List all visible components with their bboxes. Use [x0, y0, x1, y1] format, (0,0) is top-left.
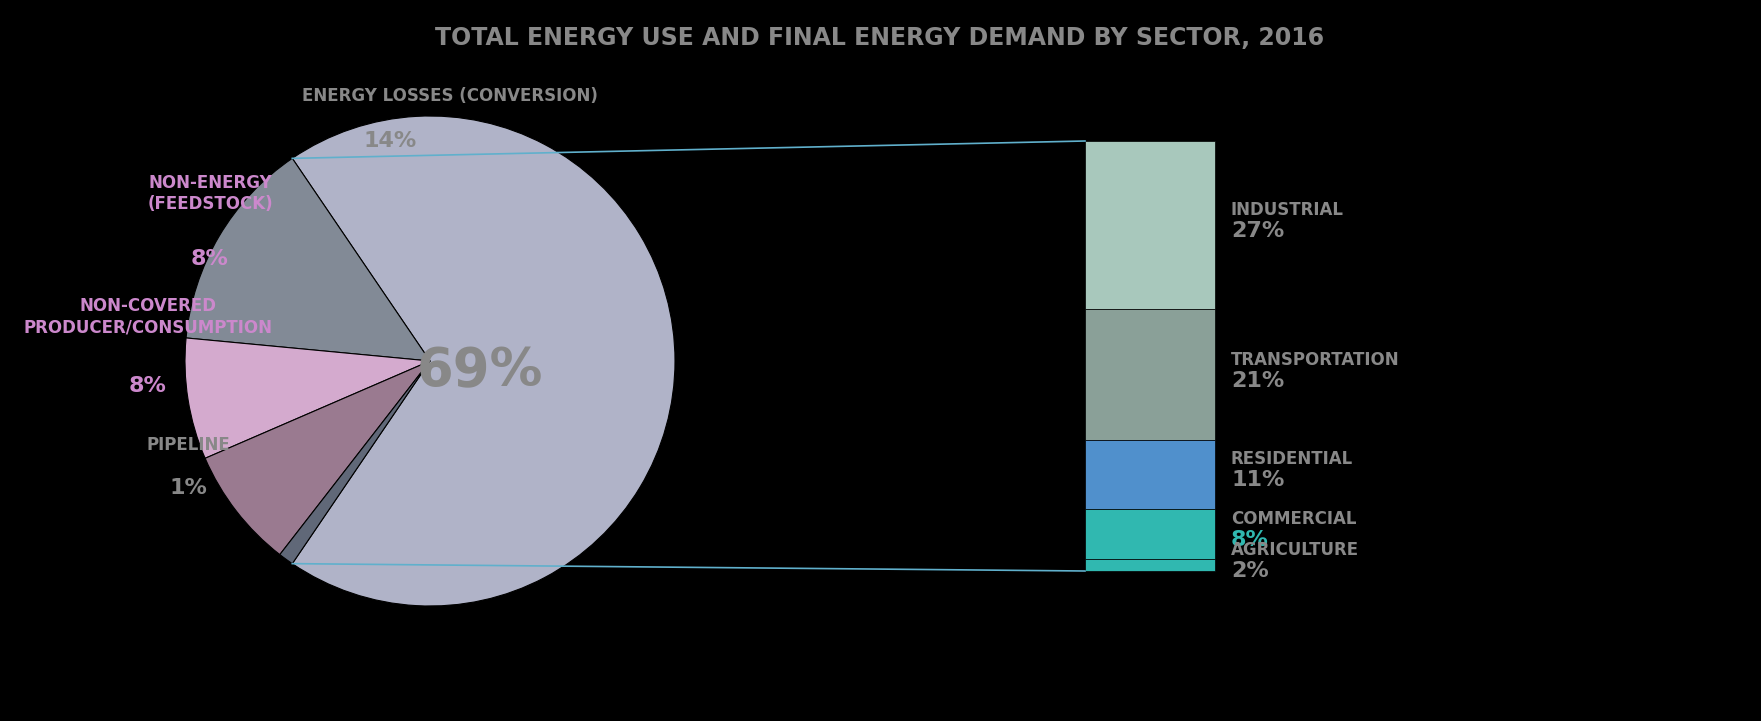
Bar	[1085, 440, 1215, 509]
Bar	[1085, 559, 1215, 571]
Text: 1%: 1%	[169, 478, 208, 498]
Text: AGRICULTURE: AGRICULTURE	[1231, 541, 1359, 559]
Text: 8%: 8%	[1231, 530, 1270, 549]
Wedge shape	[280, 361, 430, 564]
Text: NON-COVERED
PRODUCER/CONSUMPTION: NON-COVERED PRODUCER/CONSUMPTION	[23, 297, 273, 336]
Text: RESIDENTIAL: RESIDENTIAL	[1231, 451, 1352, 469]
Text: 8%: 8%	[129, 376, 167, 396]
Wedge shape	[187, 159, 430, 361]
Text: 8%: 8%	[190, 249, 229, 269]
Text: ENERGY LOSSES (CONVERSION): ENERGY LOSSES (CONVERSION)	[303, 87, 599, 105]
Text: 2%: 2%	[1231, 561, 1268, 581]
Bar	[1085, 141, 1215, 309]
Wedge shape	[185, 338, 430, 459]
Text: 27%: 27%	[1231, 221, 1284, 241]
Text: INDUSTRIAL: INDUSTRIAL	[1231, 201, 1344, 219]
Wedge shape	[292, 116, 674, 606]
Text: COMMERCIAL: COMMERCIAL	[1231, 510, 1356, 528]
Bar	[1085, 309, 1215, 440]
Text: 14%: 14%	[363, 131, 417, 151]
Text: 11%: 11%	[1231, 470, 1284, 490]
Text: 69%: 69%	[417, 345, 542, 397]
Text: PIPELINE: PIPELINE	[146, 436, 231, 454]
Text: 21%: 21%	[1231, 371, 1284, 391]
Bar	[1085, 509, 1215, 559]
Text: TRANSPORTATION: TRANSPORTATION	[1231, 350, 1400, 368]
Text: NON-ENERGY
(FEEDSTOCK): NON-ENERGY (FEEDSTOCK)	[148, 174, 273, 213]
Wedge shape	[204, 361, 430, 554]
Text: TOTAL ENERGY USE AND FINAL ENERGY DEMAND BY SECTOR, 2016: TOTAL ENERGY USE AND FINAL ENERGY DEMAND…	[435, 26, 1324, 50]
